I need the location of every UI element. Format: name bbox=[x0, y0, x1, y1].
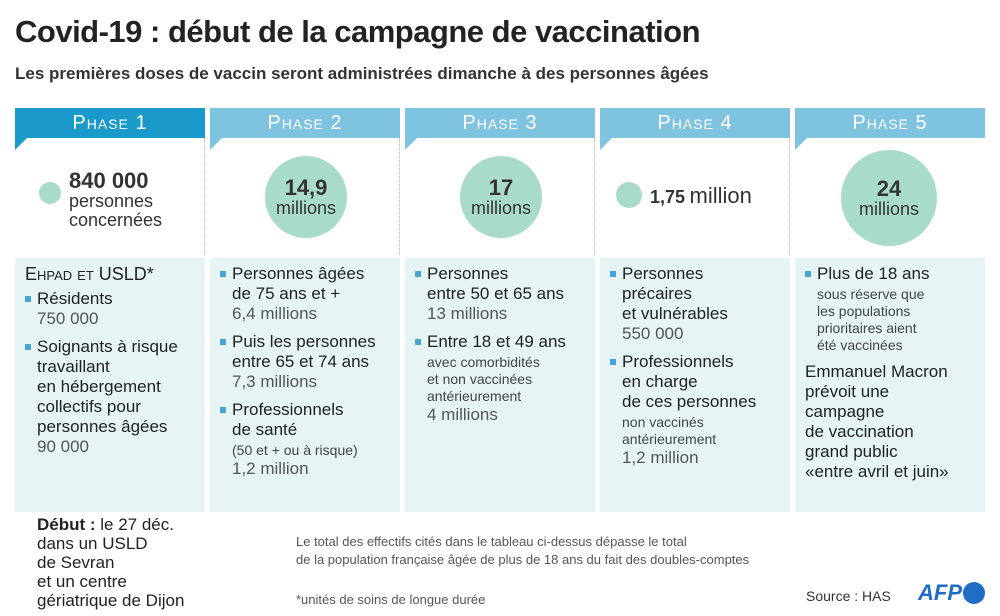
list-item: Plus de 18 ans sous réserve que les popul… bbox=[805, 264, 979, 354]
population-unit: millions bbox=[858, 199, 919, 219]
phase-details: Personnes âgées de 75 ans et +6,4 millio… bbox=[210, 258, 400, 512]
phase-column: Phase 3 17 millions Personnes entre 50 et 6… bbox=[405, 108, 595, 512]
start-label: Début : bbox=[37, 515, 96, 534]
list-item: Entre 18 et 49 ans avec comorbidités et n… bbox=[415, 332, 589, 425]
population-number: 24 bbox=[876, 176, 902, 201]
phase-details: Personnes précaires et vulnérables 550 00… bbox=[600, 258, 790, 512]
population-circle-icon bbox=[39, 182, 61, 204]
bullet-value: 90 000 bbox=[37, 437, 89, 456]
bullet-value: 550 000 bbox=[622, 324, 684, 343]
bullet-note: (50 et + ou à risque) bbox=[232, 442, 358, 458]
infographic-subtitle: Les premières doses de vaccin seront adm… bbox=[15, 64, 709, 83]
phase-summary: 840 000 personnes concernées bbox=[15, 138, 205, 255]
list-item: Soignants à risque travaillant en héberg… bbox=[25, 337, 199, 457]
population-number: 1,75 bbox=[650, 187, 686, 207]
phase-header: Phase 4 bbox=[600, 108, 790, 150]
bullet-text: Entre 18 et 49 ans bbox=[415, 332, 589, 352]
phase-column: Phase 5 24 millions Plus de 18 ans sous rése… bbox=[795, 108, 985, 512]
bullet-value: 6,4 millions bbox=[232, 304, 318, 323]
population-circle-icon bbox=[616, 182, 642, 208]
phase-column: Phase 4 1,75 million Personnes précaires e… bbox=[600, 108, 790, 512]
population-circle-icon bbox=[265, 156, 347, 238]
list-item: Personnes âgées de 75 ans et +6,4 millio… bbox=[220, 264, 394, 324]
bullet-value: 13 millions bbox=[427, 304, 508, 323]
population-number: 14,9 bbox=[284, 175, 328, 200]
population-number: 17 bbox=[488, 175, 514, 200]
population-unit: million bbox=[689, 183, 752, 208]
bullet-text: Personnes précaires et vulnérables bbox=[610, 264, 784, 324]
bullet-text: Soignants à risque travaillant en héberg… bbox=[25, 337, 199, 437]
list-item: Personnes précaires et vulnérables 550 00… bbox=[610, 264, 784, 344]
bullet-text: Puis les personnes entre 65 et 74 ans bbox=[220, 332, 394, 372]
phase-summary: 14,9 millions bbox=[210, 138, 400, 255]
bullet-text: Plus de 18 ans bbox=[805, 264, 979, 284]
bullet-text: Résidents bbox=[25, 289, 199, 309]
phase-header: Phase 3 bbox=[405, 108, 595, 150]
total-note: Le total des effectifs cités dans le tab… bbox=[296, 534, 750, 567]
bullet-text: Professionnels en charge de ces personne… bbox=[610, 352, 784, 412]
phase-header: Phase 5 bbox=[795, 108, 985, 150]
list-item: Professionnels en charge de ces personne… bbox=[610, 352, 784, 468]
group-heading: Ehpad et USLD* bbox=[25, 264, 154, 284]
population-circle-icon bbox=[460, 156, 542, 238]
bullet-value: 7,3 millions bbox=[232, 372, 318, 391]
phase-details: Plus de 18 ans sous réserve que les popul… bbox=[795, 258, 985, 512]
phase-summary: 1,75 million bbox=[600, 138, 790, 255]
population-number: 840 000 bbox=[69, 168, 149, 193]
phase-summary: 17 millions bbox=[405, 138, 595, 255]
start-text: le 27 déc. dans un USLD de Sevran et un … bbox=[37, 515, 185, 610]
bullet-note: non vaccinés antérieurement bbox=[622, 414, 717, 447]
bullet-value: 4 millions bbox=[427, 405, 498, 424]
population-unit: millions bbox=[470, 198, 531, 218]
population-circle-icon bbox=[841, 150, 937, 246]
bullet-text: Professionnels de santé bbox=[220, 400, 394, 440]
bullet-text: Personnes âgées de 75 ans et + bbox=[220, 264, 394, 304]
population-unit: personnes concernées bbox=[69, 191, 163, 230]
phase-header: Phase 2 bbox=[210, 108, 400, 150]
paragraph: Emmanuel Macron prévoit une campagne de … bbox=[805, 362, 949, 481]
phase-details: Ehpad et USLD* Résidents 750 000 Soignants … bbox=[15, 258, 205, 512]
start-info: Début : le 27 déc. dans un USLD de Sevra… bbox=[37, 515, 184, 610]
phase-details: Personnes entre 50 et 65 ans 13 millions E… bbox=[405, 258, 595, 512]
bullet-note: sous réserve que les populations priorit… bbox=[817, 286, 925, 353]
footnote: *unités de soins de longue durée bbox=[296, 592, 486, 607]
population-unit: millions bbox=[275, 198, 336, 218]
phase-column: Phase 1 840 000 personnes concernées Ehpad … bbox=[15, 108, 205, 512]
bullet-note: avec comorbidités et non vaccinées antér… bbox=[427, 354, 540, 404]
bullet-text: Personnes entre 50 et 65 ans bbox=[415, 264, 589, 304]
bullet-value: 1,2 million bbox=[232, 459, 309, 478]
infographic-title: Covid-19 : début de la campagne de vacci… bbox=[15, 14, 701, 49]
afp-logo-dot-icon bbox=[963, 582, 985, 604]
phase-column: Phase 2 14,9 millions Personnes âgées de 75… bbox=[210, 108, 400, 512]
list-item: Professionnels de santé (50 et + ou à ris… bbox=[220, 400, 394, 479]
list-item: Résidents 750 000 bbox=[25, 289, 199, 329]
phase-summary: 24 millions bbox=[795, 138, 985, 255]
phase-header: Phase 1 bbox=[15, 108, 205, 150]
bullet-value: 1,2 million bbox=[622, 448, 699, 467]
list-item: Personnes entre 50 et 65 ans 13 millions bbox=[415, 264, 589, 324]
source: Source : HAS bbox=[806, 588, 891, 604]
bullet-value: 750 000 bbox=[37, 309, 99, 328]
list-item: Puis les personnes entre 65 et 74 ans 7,3… bbox=[220, 332, 394, 392]
afp-logo: AFP bbox=[918, 580, 985, 606]
